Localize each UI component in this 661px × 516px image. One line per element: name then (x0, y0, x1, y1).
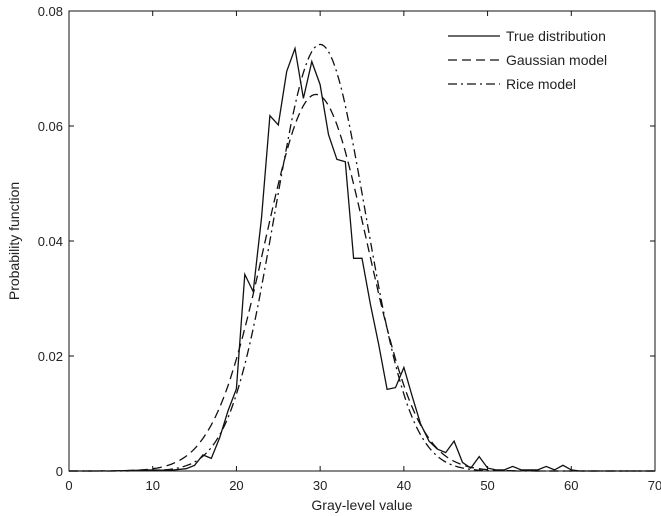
y-tick-label: 0.04 (38, 234, 63, 249)
legend-label: Gaussian model (506, 52, 607, 68)
legend-label: Rice model (506, 76, 576, 92)
x-tick-label: 60 (564, 478, 578, 493)
series-lines (69, 43, 655, 472)
x-tick-label: 10 (145, 478, 159, 493)
legend: True distribution Gaussian model Rice mode… (448, 28, 607, 92)
x-tick-label: 70 (648, 478, 661, 493)
y-tick-label: 0 (56, 464, 63, 479)
x-tick-label: 50 (480, 478, 494, 493)
x-tick-label: 30 (313, 478, 327, 493)
y-tick-label: 0.06 (38, 119, 63, 134)
legend-label: True distribution (506, 28, 606, 44)
x-tick-label: 40 (397, 478, 411, 493)
series-line-1 (69, 45, 655, 472)
x-tick-label: 0 (65, 478, 72, 493)
series-line-3 (69, 43, 655, 472)
axis-ticks: 0 10 20 30 40 50 60 70 0 0.02 0.04 0.06 0.08 (38, 4, 661, 493)
y-axis-label: Probability function (6, 182, 22, 300)
y-tick-label: 0.08 (38, 4, 63, 19)
y-tick-label: 0.02 (38, 349, 63, 364)
x-tick-label: 20 (229, 478, 243, 493)
x-axis-label: Gray-level value (311, 497, 412, 513)
